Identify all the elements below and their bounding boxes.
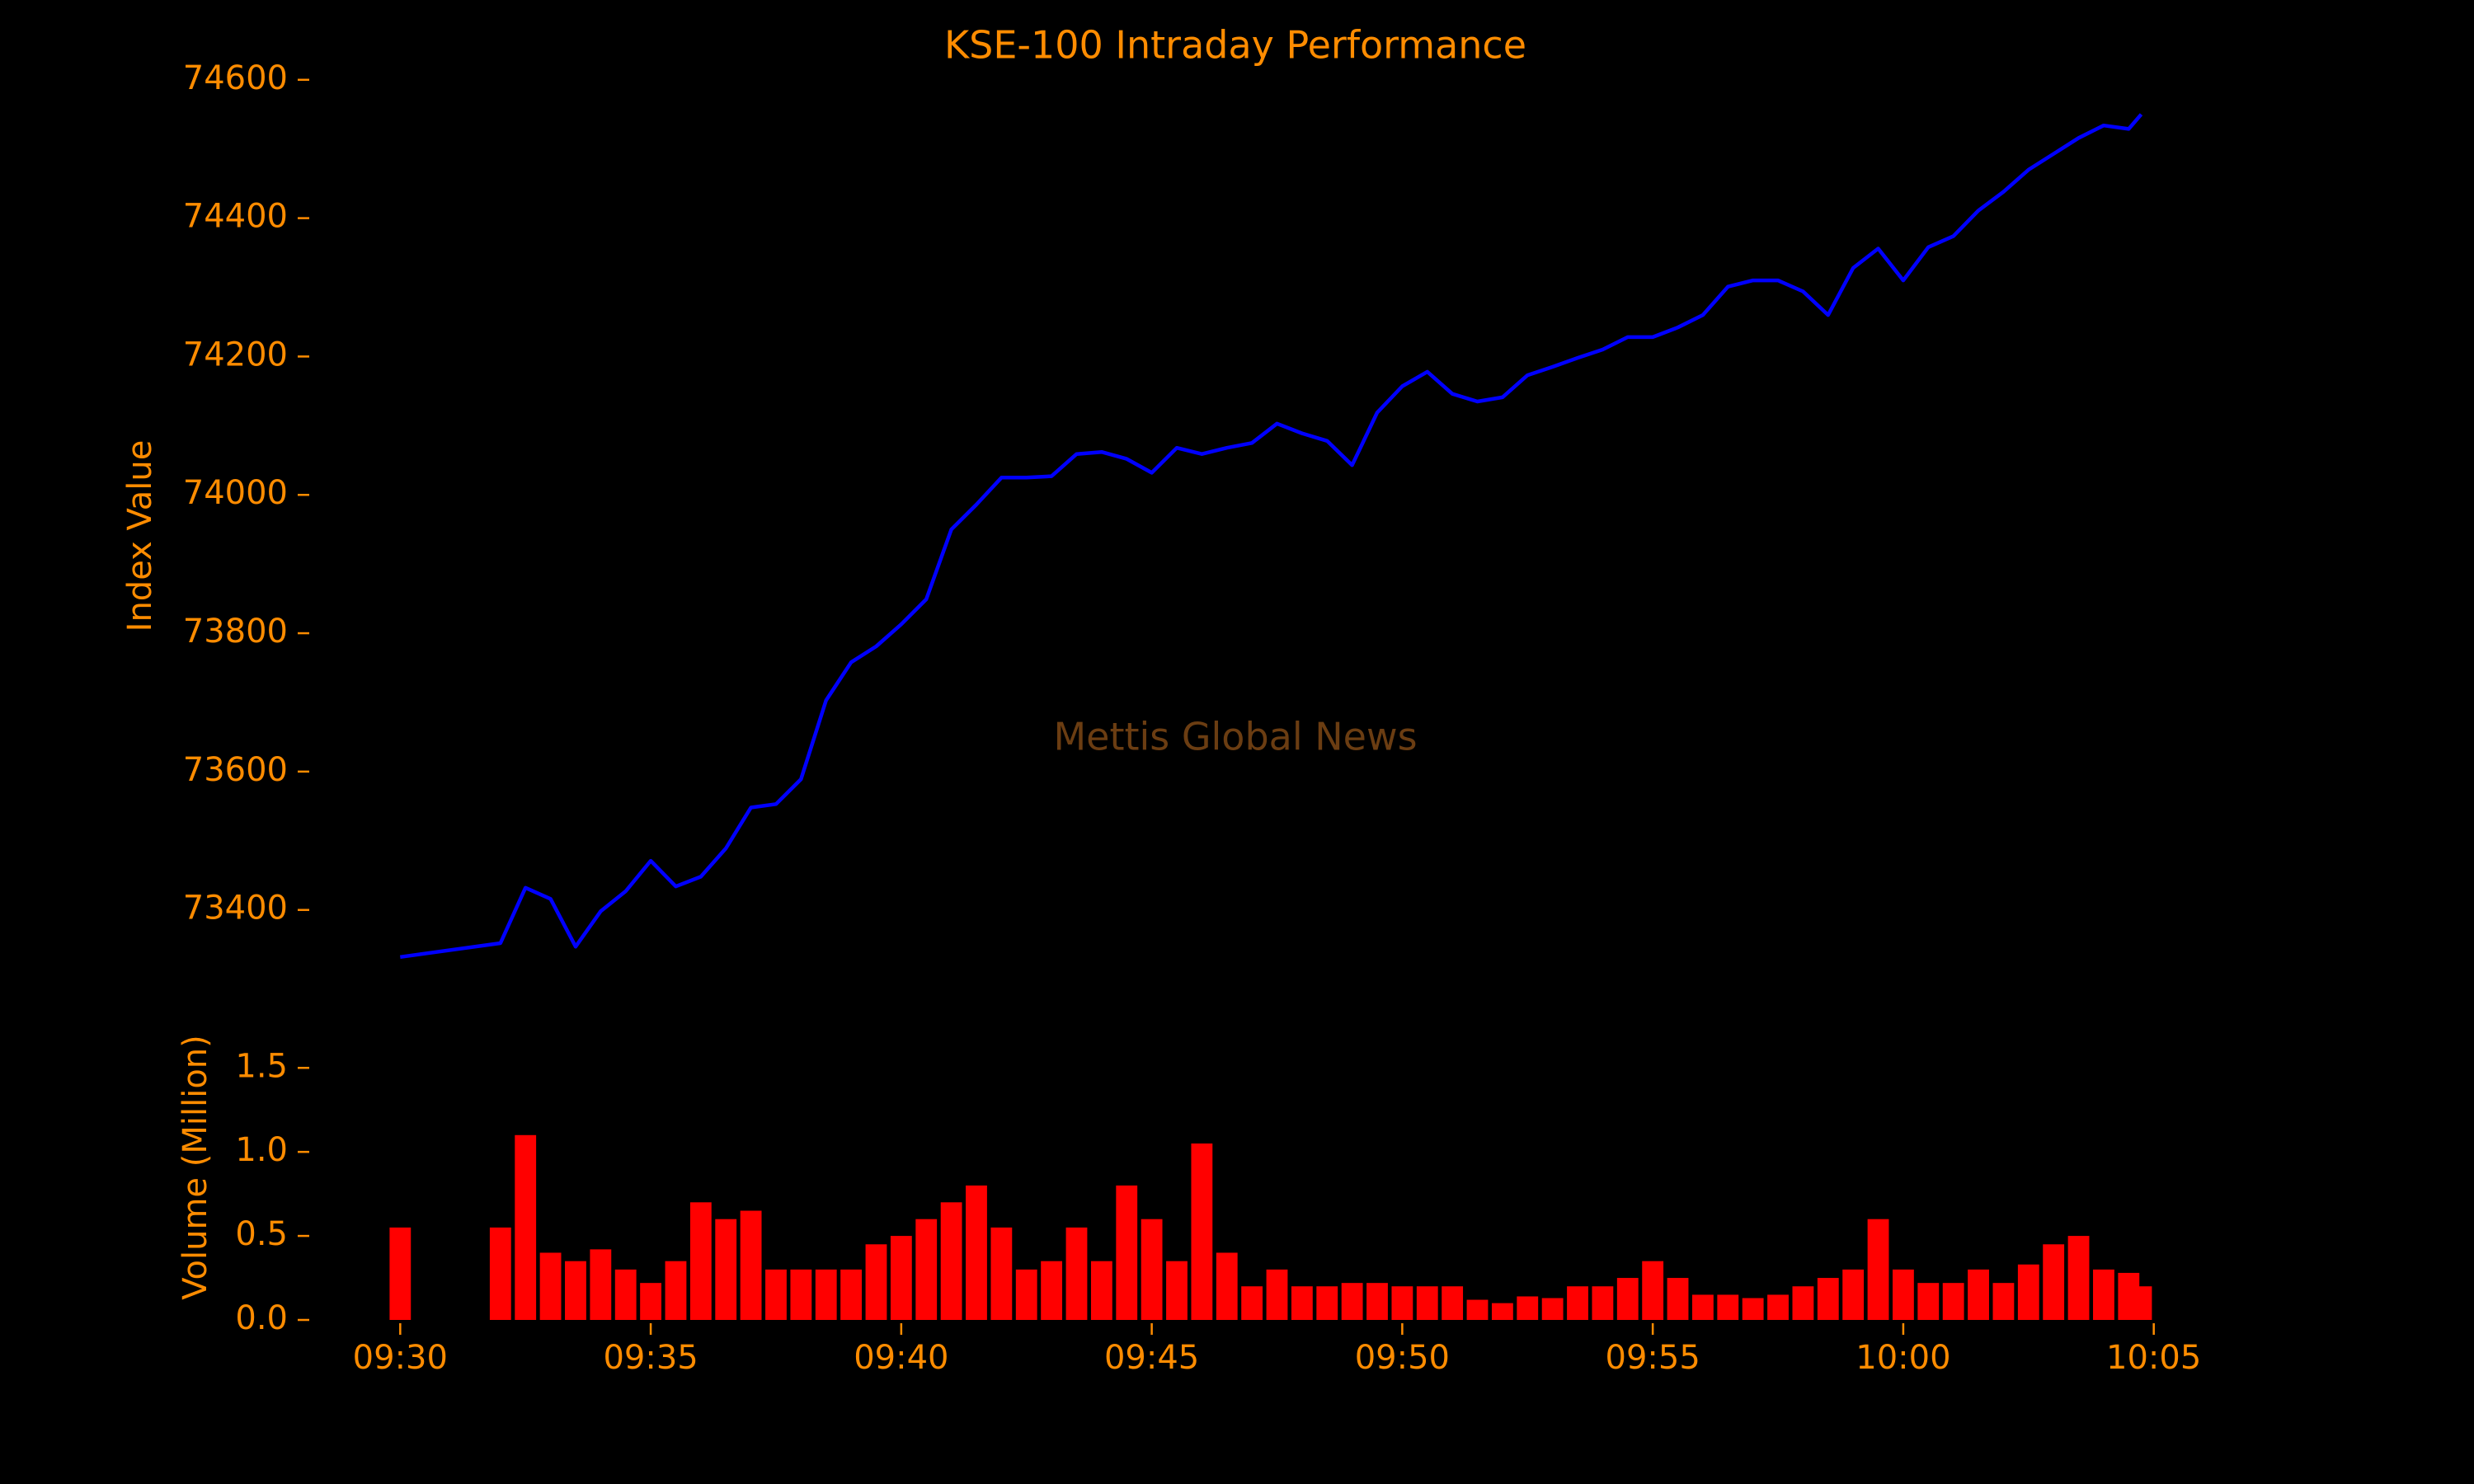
volume-bar	[689, 1202, 712, 1320]
volume-bar	[1491, 1303, 1513, 1320]
x-tick-label: 09:35	[603, 1339, 698, 1377]
x-tick-label: 09:55	[1606, 1339, 1700, 1377]
volume-bar	[1341, 1283, 1363, 1320]
volume-bar	[815, 1269, 837, 1320]
y-tick-label: 74600	[183, 59, 288, 97]
volume-bar	[489, 1227, 511, 1320]
volume-bar	[1567, 1286, 1588, 1320]
y-tick-label: 73800	[183, 613, 288, 650]
volume-bar	[840, 1269, 863, 1320]
volume-bar	[1893, 1269, 1914, 1320]
volume-bar	[1968, 1269, 1989, 1320]
volume-bar	[590, 1249, 612, 1320]
volume-bar	[515, 1134, 537, 1320]
volume-bar	[1291, 1286, 1313, 1320]
volume-bar	[1141, 1219, 1163, 1320]
volume-bar	[1717, 1294, 1739, 1320]
volume-bar	[1191, 1143, 1213, 1320]
volume-bar	[1166, 1261, 1188, 1320]
volume-bar	[1442, 1286, 1464, 1320]
y-axis-label: Index Value	[121, 440, 159, 632]
chart-title: KSE-100 Intraday Performance	[944, 23, 1526, 68]
y-tick-label: 0.5	[235, 1215, 288, 1253]
x-tick-label: 09:30	[353, 1339, 448, 1377]
volume-bar	[1241, 1286, 1263, 1320]
volume-bar	[1116, 1185, 1138, 1320]
volume-bar	[2017, 1264, 2039, 1320]
volume-bar	[1842, 1269, 1865, 1320]
volume-bar	[1090, 1261, 1112, 1320]
y-tick-label: 74400	[183, 198, 288, 236]
volume-bar	[990, 1227, 1013, 1320]
volume-bar	[1391, 1286, 1413, 1320]
volume-bar	[665, 1261, 687, 1320]
volume-bar	[1867, 1219, 1889, 1320]
watermark: Mettis Global News	[1053, 715, 1417, 759]
volume-bar	[1942, 1283, 1964, 1320]
x-tick-label: 09:40	[854, 1339, 948, 1377]
volume-bar	[790, 1269, 812, 1320]
volume-bar	[640, 1283, 661, 1320]
y-tick-label: 74000	[183, 474, 288, 512]
volume-bar	[1517, 1296, 1539, 1320]
y-tick-label: 1.0	[235, 1131, 288, 1169]
volume-bar	[2043, 1244, 2065, 1320]
volume-bar	[2130, 1286, 2152, 1320]
volume-bar	[966, 1185, 987, 1320]
volume-bar	[1642, 1261, 1664, 1320]
index-line	[399, 113, 2143, 960]
volume-bar	[1917, 1283, 1940, 1320]
y-tick-label: 73600	[183, 751, 288, 789]
volume-bar	[740, 1210, 762, 1320]
volume-bar	[1065, 1227, 1088, 1320]
volume-bar	[865, 1244, 887, 1320]
volume-bar	[915, 1219, 938, 1320]
volume-bar	[2067, 1236, 2090, 1320]
volume-bar	[890, 1236, 912, 1320]
volume-bar	[1742, 1298, 1764, 1320]
y-tick-label: 74200	[183, 336, 288, 373]
volume-bar	[539, 1252, 562, 1320]
volume-bar	[1817, 1278, 1839, 1320]
volume-bar	[565, 1261, 586, 1320]
volume-bar	[765, 1269, 787, 1320]
volume-bar	[1041, 1261, 1063, 1320]
volume-bar	[1466, 1299, 1489, 1320]
y-tick-label: 73400	[183, 890, 288, 928]
volume-bar	[1266, 1269, 1288, 1320]
x-tick-label: 10:05	[2106, 1339, 2201, 1377]
volume-bar	[1667, 1278, 1689, 1320]
volume-bar	[1015, 1269, 1037, 1320]
volume-bar	[1541, 1298, 1564, 1320]
volume-bar	[2093, 1269, 2114, 1320]
x-tick-label: 09:45	[1104, 1339, 1199, 1377]
x-tick-label: 09:50	[1355, 1339, 1450, 1377]
x-tick-label: 10:00	[1856, 1339, 1950, 1377]
y-axis-label: Volume (Million)	[176, 1035, 214, 1299]
volume-bar	[1592, 1286, 1614, 1320]
volume-bar	[1792, 1286, 1814, 1320]
volume-bar	[1216, 1252, 1238, 1320]
volume-bar	[1691, 1294, 1714, 1320]
volume-bar	[614, 1269, 637, 1320]
volume-bar	[940, 1202, 962, 1320]
volume-bar	[1416, 1286, 1438, 1320]
volume-bar	[1616, 1278, 1639, 1320]
volume-bar	[715, 1219, 737, 1320]
volume-bar	[1366, 1283, 1388, 1320]
y-tick-label: 0.0	[235, 1299, 288, 1337]
volume-bar	[1992, 1283, 2015, 1320]
volume-bar	[389, 1227, 412, 1320]
y-tick-label: 1.5	[235, 1047, 288, 1085]
volume-bar	[1316, 1286, 1338, 1320]
volume-bar	[1767, 1294, 1789, 1320]
